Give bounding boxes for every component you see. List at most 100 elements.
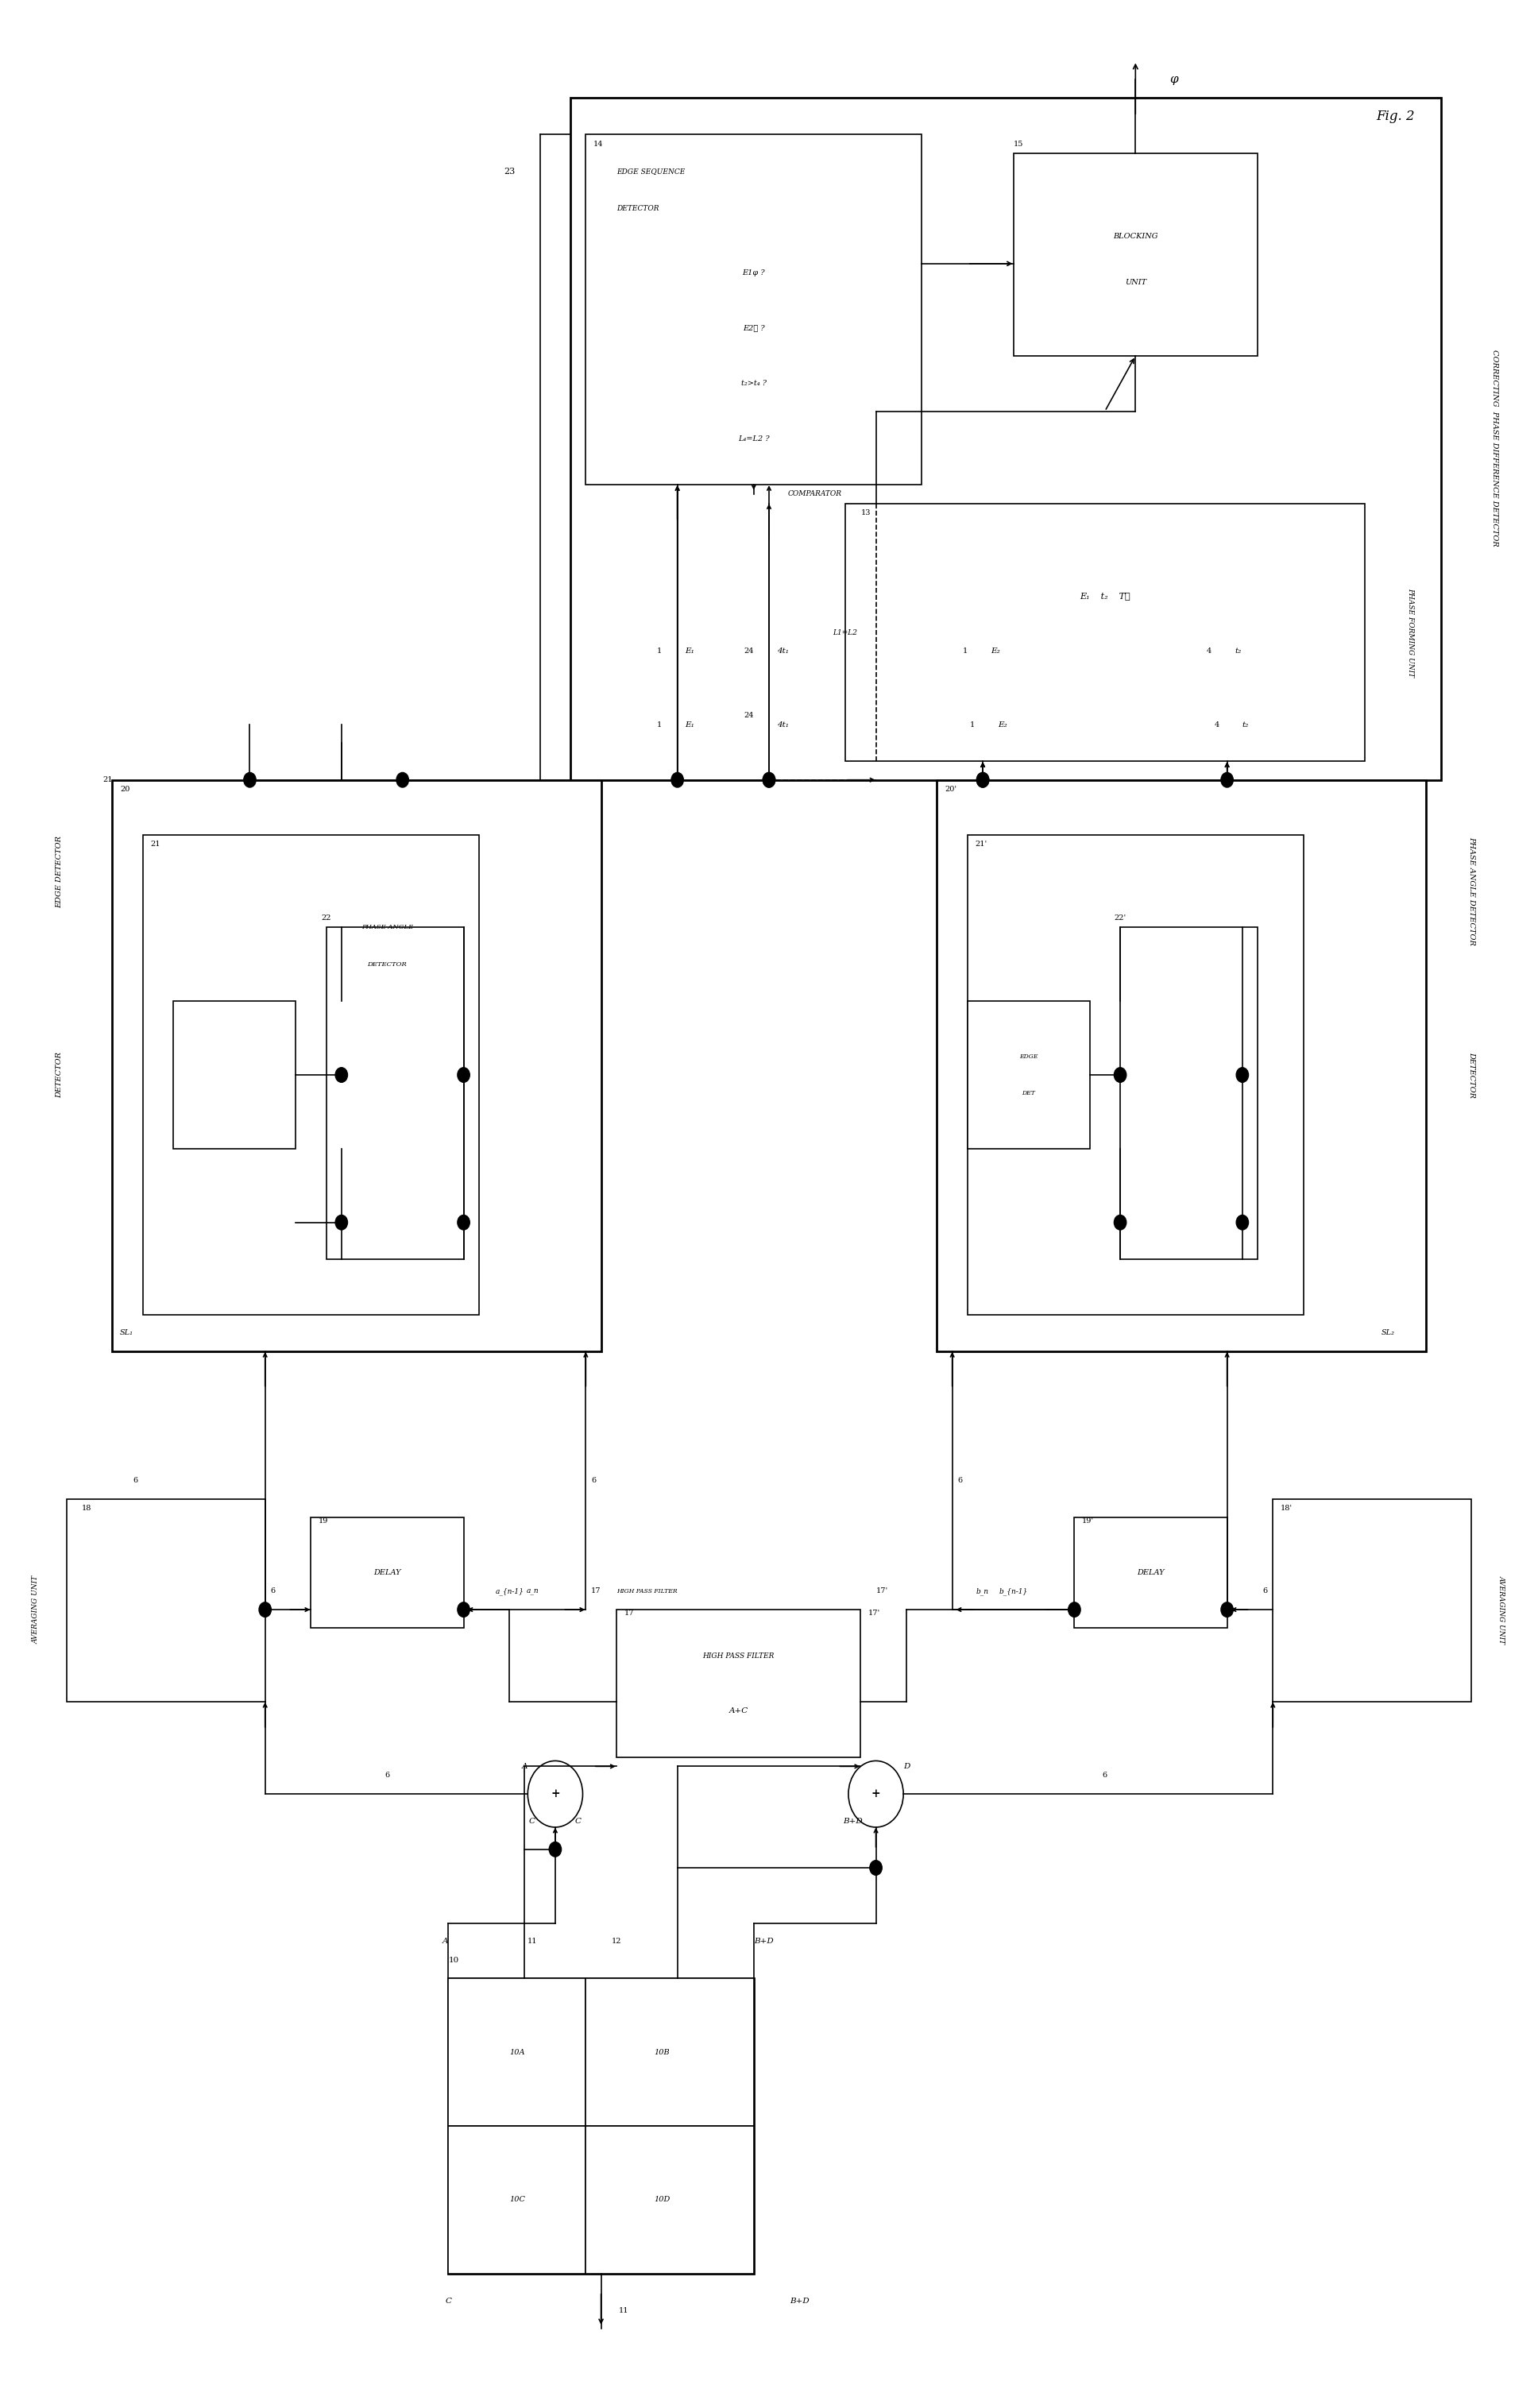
Text: 13: 13 (861, 508, 871, 515)
Circle shape (457, 1216, 469, 1230)
Text: DETECTOR: DETECTOR (617, 205, 658, 212)
Text: A: A (443, 1938, 449, 1946)
Text: 21: 21 (151, 840, 160, 848)
Text: L₄=L2 ?: L₄=L2 ? (738, 436, 769, 443)
Circle shape (1221, 1601, 1233, 1618)
Text: B+D: B+D (754, 1938, 774, 1946)
Text: 21': 21' (975, 840, 987, 848)
Text: 20': 20' (944, 785, 957, 792)
Text: 1: 1 (657, 648, 663, 655)
Bar (586, 1979, 754, 2126)
Circle shape (1237, 1216, 1249, 1230)
Text: 6: 6 (271, 1587, 275, 1594)
Text: EDGE SEQUENCE: EDGE SEQUENCE (617, 169, 684, 176)
Text: SL₂: SL₂ (1381, 1329, 1395, 1336)
Bar (1120, 927, 1258, 1259)
Text: t₂: t₂ (1243, 720, 1249, 727)
Text: +: + (551, 1789, 560, 1799)
Text: 1: 1 (970, 720, 975, 727)
Text: EDGE: EDGE (1020, 1052, 1038, 1060)
Circle shape (977, 773, 989, 787)
Text: PHASE ANGLE: PHASE ANGLE (361, 925, 414, 929)
Text: 22': 22' (1114, 915, 1126, 922)
Text: 6: 6 (1263, 1587, 1267, 1594)
Circle shape (1069, 1601, 1081, 1618)
Text: 21: 21 (103, 775, 112, 783)
Text: BLOCKING: BLOCKING (1114, 234, 1158, 238)
Text: 10B: 10B (654, 2049, 671, 2056)
Text: E₂: E₂ (990, 648, 1000, 655)
Text: 6: 6 (132, 1476, 138, 1483)
Text: b_n: b_n (977, 1587, 989, 1594)
Text: a_{n-1}: a_{n-1} (495, 1587, 523, 1594)
Text: PHASE ANGLE DETECTOR: PHASE ANGLE DETECTOR (1467, 836, 1475, 944)
Text: 17: 17 (591, 1587, 601, 1594)
Bar (66, 1500, 265, 1702)
Bar (1014, 154, 1258, 356)
Text: 4: 4 (1207, 648, 1212, 655)
Bar (617, 1609, 861, 1758)
Text: C: C (575, 1818, 581, 1825)
Circle shape (258, 1601, 271, 1618)
Text: C: C (529, 1818, 535, 1825)
Text: 1: 1 (963, 648, 967, 655)
Bar (586, 135, 921, 484)
Circle shape (243, 773, 255, 787)
Circle shape (763, 773, 775, 787)
Bar (1273, 1500, 1472, 1702)
Bar (571, 99, 1441, 780)
Circle shape (1237, 1067, 1249, 1081)
Text: E2ℓ ?: E2ℓ ? (743, 325, 764, 332)
Text: t₂: t₂ (1235, 648, 1241, 655)
Text: 24: 24 (744, 713, 754, 720)
Text: AVERAGING UNIT: AVERAGING UNIT (32, 1575, 40, 1645)
Bar (846, 503, 1364, 761)
Text: t₂>t₄ ?: t₂>t₄ ? (741, 380, 766, 388)
Text: 12: 12 (611, 1938, 621, 1946)
Bar (143, 836, 478, 1315)
Text: UNIT: UNIT (1124, 279, 1146, 287)
Circle shape (457, 1067, 469, 1081)
Text: 10C: 10C (509, 2196, 524, 2203)
Circle shape (871, 1861, 881, 1876)
Text: 4: 4 (1215, 720, 1220, 727)
Circle shape (977, 773, 989, 787)
Text: φ: φ (1169, 75, 1178, 84)
Text: B+D: B+D (843, 1818, 863, 1825)
Text: CORRECTING  PHASE DIFFERENCE DETECTOR: CORRECTING PHASE DIFFERENCE DETECTOR (1490, 349, 1498, 547)
Text: HIGH PASS FILTER: HIGH PASS FILTER (703, 1652, 774, 1659)
Text: 6: 6 (591, 1476, 595, 1483)
Text: 17': 17' (875, 1587, 887, 1594)
Bar (449, 2126, 586, 2273)
Text: E₂: E₂ (998, 720, 1007, 727)
Text: 4t₁: 4t₁ (777, 720, 789, 727)
Text: 17: 17 (624, 1611, 634, 1616)
Bar (586, 2126, 754, 2273)
Circle shape (1114, 1216, 1126, 1230)
Text: D: D (903, 1763, 910, 1770)
Text: 23: 23 (504, 169, 515, 176)
Text: 4t₁: 4t₁ (777, 648, 789, 655)
Text: DELAY: DELAY (374, 1570, 401, 1577)
Text: AVERAGING UNIT: AVERAGING UNIT (1498, 1575, 1506, 1645)
Text: +: + (871, 1789, 881, 1799)
Bar (112, 780, 601, 1351)
Circle shape (763, 773, 775, 787)
Bar (1075, 1517, 1227, 1628)
Text: 11: 11 (618, 2307, 629, 2314)
Bar (449, 1979, 754, 2273)
Text: PHASE FORMING UNIT: PHASE FORMING UNIT (1407, 588, 1413, 677)
Text: 10A: 10A (509, 2049, 524, 2056)
Text: 22: 22 (321, 915, 331, 922)
Text: L1=L2: L1=L2 (834, 628, 858, 636)
Circle shape (335, 1216, 348, 1230)
Circle shape (457, 1601, 469, 1618)
Text: E₁: E₁ (684, 648, 694, 655)
Text: DETECTOR: DETECTOR (1467, 1052, 1475, 1098)
Text: DET: DET (1021, 1091, 1035, 1096)
Bar (967, 1002, 1089, 1149)
Text: HIGH PASS FILTER: HIGH PASS FILTER (617, 1587, 677, 1594)
Circle shape (335, 1067, 348, 1081)
Text: E₁    t₂    T␔: E₁ t₂ T␔ (1080, 592, 1130, 600)
Text: Fig. 2: Fig. 2 (1377, 108, 1415, 123)
